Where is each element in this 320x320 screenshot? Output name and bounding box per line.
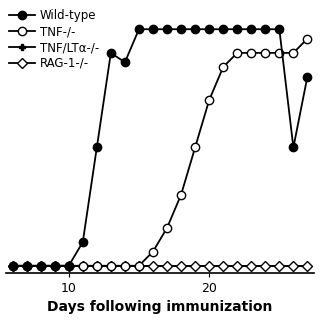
X-axis label: Days following immunization: Days following immunization	[47, 300, 273, 315]
Legend: Wild-type, TNF-/-, TNF/LTα-/-, RAG-1-/-: Wild-type, TNF-/-, TNF/LTα-/-, RAG-1-/-	[9, 9, 99, 70]
